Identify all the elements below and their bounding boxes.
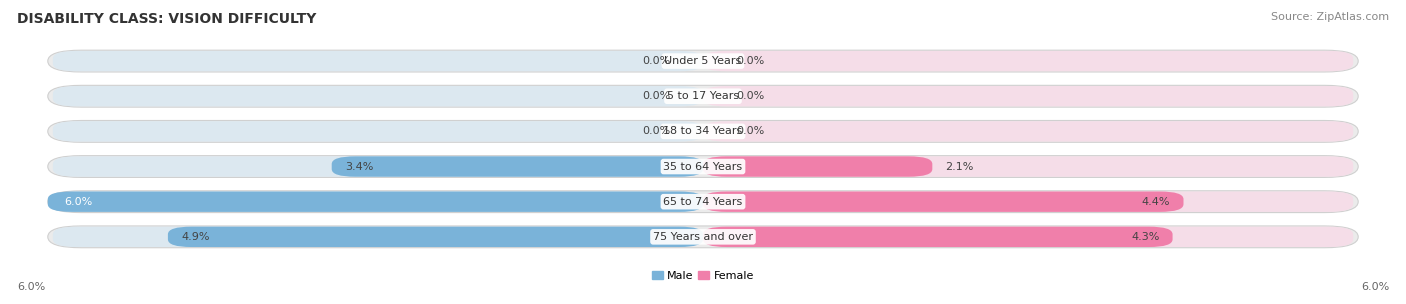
Legend: Male, Female: Male, Female (647, 266, 759, 285)
FancyBboxPatch shape (703, 156, 932, 177)
FancyBboxPatch shape (53, 51, 703, 71)
Text: DISABILITY CLASS: VISION DIFFICULTY: DISABILITY CLASS: VISION DIFFICULTY (17, 12, 316, 26)
Text: 18 to 34 Years: 18 to 34 Years (664, 126, 742, 136)
Text: Source: ZipAtlas.com: Source: ZipAtlas.com (1271, 12, 1389, 22)
FancyBboxPatch shape (703, 86, 1353, 106)
FancyBboxPatch shape (48, 191, 1358, 212)
FancyBboxPatch shape (53, 86, 703, 106)
FancyBboxPatch shape (48, 85, 1358, 107)
Text: Under 5 Years: Under 5 Years (665, 56, 741, 66)
Text: 0.0%: 0.0% (735, 56, 763, 66)
FancyBboxPatch shape (48, 50, 1358, 72)
Text: 6.0%: 6.0% (17, 282, 45, 292)
FancyBboxPatch shape (703, 121, 1353, 142)
Text: 6.0%: 6.0% (1361, 282, 1389, 292)
Text: 4.3%: 4.3% (1130, 232, 1160, 242)
FancyBboxPatch shape (703, 156, 1353, 177)
Text: 0.0%: 0.0% (643, 126, 671, 136)
Text: 0.0%: 0.0% (643, 91, 671, 101)
Text: 6.0%: 6.0% (65, 197, 93, 207)
FancyBboxPatch shape (53, 227, 703, 247)
FancyBboxPatch shape (53, 121, 703, 142)
FancyBboxPatch shape (48, 192, 703, 212)
FancyBboxPatch shape (53, 192, 703, 212)
FancyBboxPatch shape (48, 120, 1358, 142)
FancyBboxPatch shape (703, 192, 1184, 212)
Text: 4.9%: 4.9% (181, 232, 209, 242)
Text: 3.4%: 3.4% (344, 161, 373, 171)
Text: 75 Years and over: 75 Years and over (652, 232, 754, 242)
Text: 4.4%: 4.4% (1142, 197, 1170, 207)
FancyBboxPatch shape (703, 192, 1353, 212)
Text: 65 to 74 Years: 65 to 74 Years (664, 197, 742, 207)
FancyBboxPatch shape (703, 227, 1353, 247)
Text: 0.0%: 0.0% (735, 91, 763, 101)
FancyBboxPatch shape (167, 227, 703, 247)
Text: 5 to 17 Years: 5 to 17 Years (666, 91, 740, 101)
FancyBboxPatch shape (703, 51, 1353, 71)
Text: 0.0%: 0.0% (735, 126, 763, 136)
FancyBboxPatch shape (332, 156, 703, 177)
Text: 35 to 64 Years: 35 to 64 Years (664, 161, 742, 171)
FancyBboxPatch shape (53, 156, 703, 177)
FancyBboxPatch shape (703, 227, 1173, 247)
FancyBboxPatch shape (48, 226, 1358, 248)
Text: 2.1%: 2.1% (945, 161, 974, 171)
Text: 0.0%: 0.0% (643, 56, 671, 66)
FancyBboxPatch shape (48, 156, 1358, 178)
